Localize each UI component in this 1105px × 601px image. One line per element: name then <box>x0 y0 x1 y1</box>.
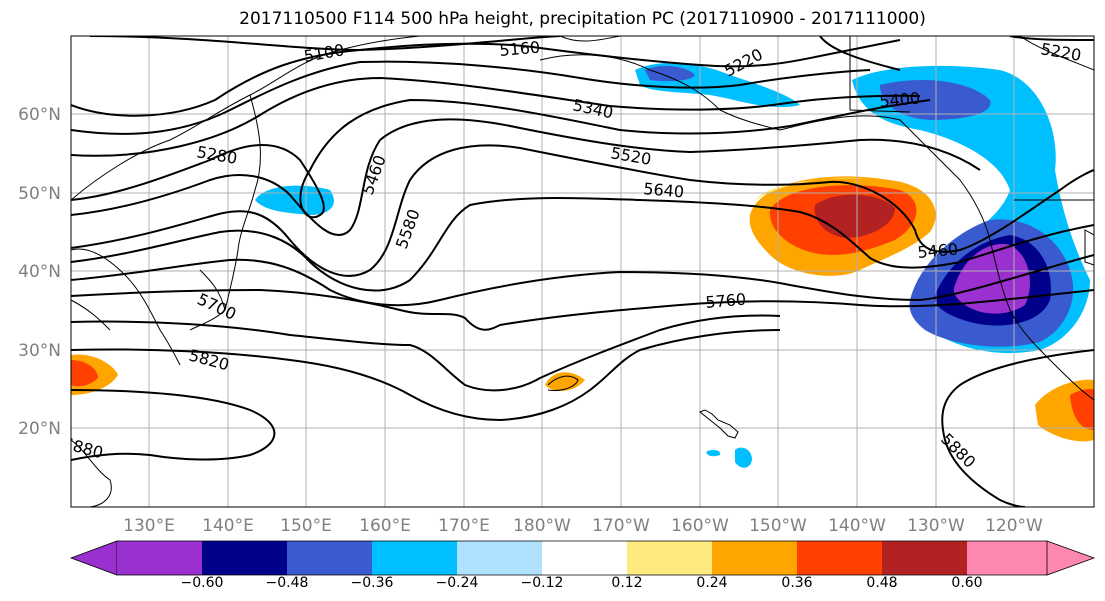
colorbar-bin <box>712 541 797 575</box>
negative-anomaly-region <box>706 449 721 457</box>
colorbar-bin <box>372 541 457 575</box>
map-plot-area: 5100 5160 5220 5280 5340 5400 5460 5520 … <box>71 36 1094 507</box>
lat-label-50n: 50°N <box>18 184 61 204</box>
lat-label-20n: 20°N <box>18 419 61 439</box>
colorbar-bin <box>542 541 627 575</box>
negative-anomaly-region <box>735 447 752 468</box>
contour-label-5400: 5400 <box>879 89 921 111</box>
colorbar-tick-label: 0.48 <box>866 575 897 591</box>
lat-label-60n: 60°N <box>18 105 61 125</box>
map-frame <box>70 35 1095 508</box>
map-title: 2017110500 F114 500 hPa height, precipit… <box>239 9 926 29</box>
colorbar-bin <box>967 541 1047 575</box>
lat-label-40n: 40°N <box>18 262 61 282</box>
colorbar-tick-label: 0.60 <box>951 575 982 591</box>
negative-anomaly-core <box>645 65 695 82</box>
colorbar-tick-label: 0.24 <box>696 575 727 591</box>
colorbar-bin <box>287 541 372 575</box>
lon-label-160w: 160°W <box>671 516 729 536</box>
lon-label-140e: 140°E <box>202 516 254 536</box>
lon-label-180w: 180°W <box>513 516 571 536</box>
colorbar-tick-label: 0.36 <box>781 575 812 591</box>
lon-label-170w: 170°W <box>592 516 650 536</box>
lon-label-160e: 160°E <box>359 516 411 536</box>
lon-label-170e: 170°E <box>438 516 490 536</box>
colorbar-tick-label: −0.36 <box>351 575 394 591</box>
colorbar-tick-label: 0.12 <box>611 575 642 591</box>
colorbar-bin <box>457 541 542 575</box>
colorbar-tick-label: −0.60 <box>181 575 224 591</box>
precipitation-shading <box>71 62 1094 468</box>
colorbar-bin <box>627 541 712 575</box>
colorbar-bin <box>202 541 287 575</box>
colorbar-tick-label: −0.24 <box>436 575 479 591</box>
height-contours <box>71 36 1094 507</box>
positive-anomaly-core <box>1070 388 1094 430</box>
contour-label-5760: 5760 <box>705 290 747 312</box>
colorbar: −0.60 −0.48 −0.36 −0.24 −0.12 0.12 0.24 … <box>69 540 1096 591</box>
colorbar-bin <box>117 541 202 575</box>
contour-label-5640: 5640 <box>643 179 685 201</box>
positive-anomaly-region <box>545 372 585 392</box>
lon-label-150e: 150°E <box>280 516 332 536</box>
lon-label-120w: 120°W <box>985 516 1043 536</box>
longitude-labels: 130°E 140°E 150°E 160°E 170°E 180°W 170°… <box>123 516 1043 536</box>
lon-label-130w: 130°W <box>907 516 965 536</box>
colorbar-extend-low <box>69 540 118 576</box>
lon-label-150w: 150°W <box>749 516 807 536</box>
contour-label-5160: 5160 <box>499 38 541 60</box>
colorbar-tick-label: −0.12 <box>521 575 564 591</box>
lat-label-30n: 30°N <box>18 341 61 361</box>
lon-label-140w: 140°W <box>828 516 886 536</box>
negative-anomaly-extreme <box>953 244 1030 314</box>
latitude-labels: 60°N 50°N 40°N 30°N 20°N <box>18 105 61 439</box>
colorbar-bin <box>882 541 967 575</box>
lon-label-130e: 130°E <box>123 516 175 536</box>
colorbar-extend-high <box>1046 540 1096 576</box>
colorbar-tick-label: −0.48 <box>266 575 309 591</box>
contour-label-5460-east: 5460 <box>917 240 959 262</box>
negative-anomaly-core <box>880 80 991 120</box>
positive-anomaly-core <box>71 360 98 387</box>
colorbar-bin <box>797 541 882 575</box>
